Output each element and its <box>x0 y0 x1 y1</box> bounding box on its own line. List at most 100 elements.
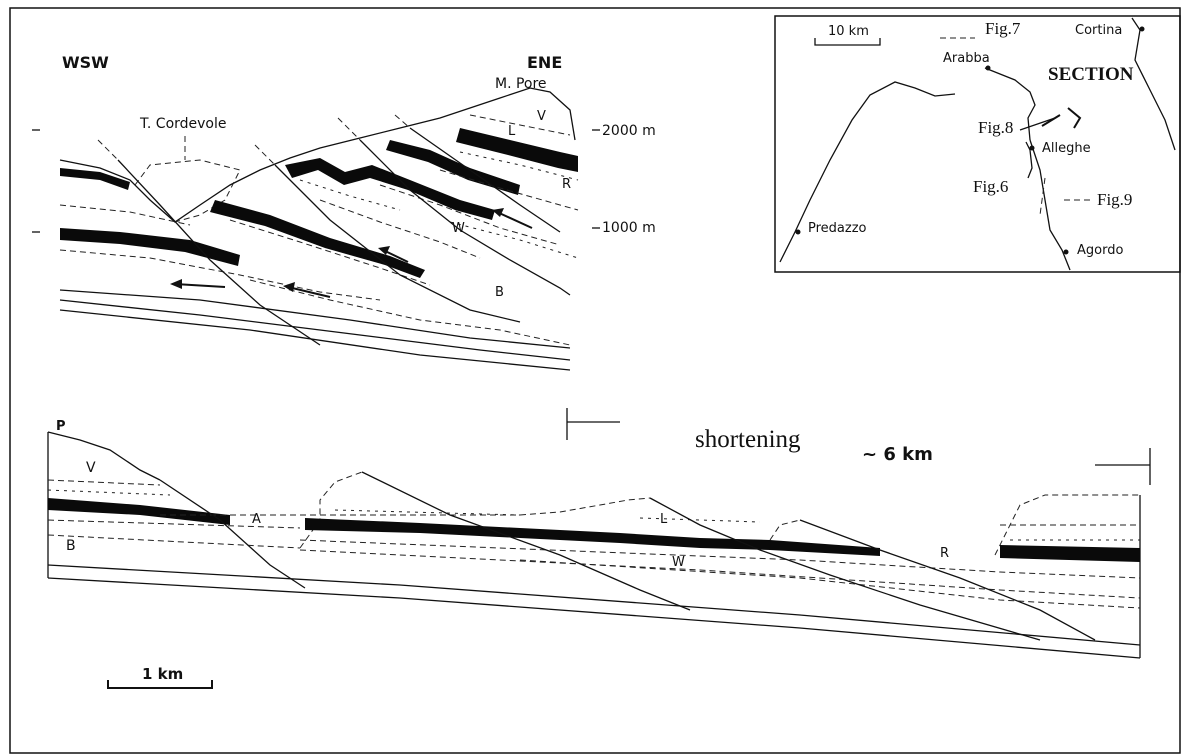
lower-strata-2 <box>47 489 171 496</box>
valley-fill-outline <box>134 159 241 223</box>
strata-6 <box>439 169 579 211</box>
lower-black-2 <box>305 518 770 550</box>
lower-topo-block-3 <box>519 497 651 516</box>
lower-strata-12 <box>47 534 301 549</box>
town-dot-arabba <box>985 65 991 71</box>
black-layer-top-west <box>60 168 130 190</box>
fault-extension-2 <box>254 144 276 166</box>
lower-cross-section: P V A B L W R <box>47 419 1141 659</box>
lower-fault-3 <box>649 497 1041 641</box>
strata-7 <box>469 114 571 136</box>
inset-map: 10 km Cortina Arabba Alleghe Predazzo Ag… <box>774 15 1181 273</box>
direction-wsw: WSW <box>62 53 109 72</box>
thrust-fault-4 <box>409 127 561 233</box>
unit-v-lower: V <box>86 460 96 476</box>
shortening-annotation: shortening ~ 6 km <box>566 408 1151 485</box>
lower-fault-4 <box>799 519 1096 641</box>
lower-topo-block-1 <box>47 431 161 481</box>
fig6-label: Fig.6 <box>973 177 1008 196</box>
fault-extension-3 <box>337 117 361 141</box>
shortening-label: shortening <box>695 426 801 453</box>
peak-label: M. Pore <box>495 76 547 92</box>
basement-line-1 <box>59 299 571 361</box>
town-agordo: Agordo <box>1077 243 1123 258</box>
unit-w-lower: W <box>672 555 685 570</box>
map-valley-west <box>779 81 956 263</box>
lower-black-4 <box>1000 545 1140 562</box>
lower-strata-1 <box>47 479 161 486</box>
scale-10km-label: 10 km <box>828 24 869 39</box>
lower-fault-1 <box>159 479 306 589</box>
town-dot-agordo <box>1063 249 1069 255</box>
slip-arrow-1 <box>170 279 226 289</box>
strata-1 <box>59 204 191 226</box>
scale-1km-label: 1 km <box>142 665 183 683</box>
lower-strata-3 <box>47 519 301 529</box>
lower-strata-7 <box>519 559 1141 609</box>
lower-base-2 <box>47 577 1141 659</box>
unit-v-upper: V <box>537 109 546 124</box>
lower-topo-block-5 <box>994 494 1140 556</box>
slip-arrow-4 <box>492 208 533 229</box>
town-predazzo: Predazzo <box>808 221 867 236</box>
strata-11 <box>299 179 401 211</box>
basal-decollement <box>59 289 571 349</box>
unit-b-lower: B <box>66 538 76 554</box>
scale-bar-1km-line <box>107 680 213 689</box>
shortening-value: ~ 6 km <box>862 444 933 465</box>
black-layer-pore <box>456 128 578 172</box>
unit-w-upper: W <box>452 221 465 236</box>
strata-9 <box>449 221 579 259</box>
lower-strata-6 <box>299 549 1141 599</box>
strata-2 <box>59 249 381 301</box>
black-layer-fold <box>285 158 495 220</box>
valley-label: T. Cordevole <box>139 116 227 132</box>
shortening-left-bracket <box>566 408 620 440</box>
fault-extension-4 <box>394 114 411 129</box>
town-dot-predazzo <box>795 229 801 235</box>
black-layer-west <box>60 228 240 266</box>
slip-arrow-2 <box>283 282 331 298</box>
basement-line-2 <box>59 309 571 371</box>
map-valley-cordevole <box>1029 139 1071 271</box>
fig8-label: Fig.8 <box>978 118 1013 137</box>
lower-topo-block-4 <box>769 519 801 541</box>
section-label: SECTION <box>1048 64 1134 85</box>
thrust-fault-3 <box>359 139 571 296</box>
lower-strata-8 <box>334 509 521 516</box>
figure-frame <box>9 7 1181 754</box>
thrust-fault-1 <box>117 159 321 346</box>
unit-b-upper: B <box>495 285 504 300</box>
unit-r-upper: R <box>562 177 571 192</box>
map-section-line <box>1019 117 1056 131</box>
lower-black-3 <box>770 540 880 556</box>
unit-l-upper: L <box>508 124 516 139</box>
map-valley-north <box>984 67 1036 141</box>
lower-strata-5 <box>299 539 1141 579</box>
map-section-mark <box>1041 107 1082 129</box>
unit-r-lower: R <box>940 546 949 561</box>
strata-4 <box>319 199 481 259</box>
unit-l-lower: L <box>660 512 668 527</box>
fig6-marker <box>1039 177 1046 216</box>
fig7-label: Fig.7 <box>985 19 1021 38</box>
slip-arrow-3 <box>378 246 409 263</box>
elevation-1000: 1000 m <box>602 220 656 236</box>
town-dot-cortina <box>1139 26 1145 32</box>
map-valley-cortina <box>1131 17 1176 151</box>
shortening-right-bracket <box>1095 448 1151 485</box>
lower-base-1 <box>47 564 1141 646</box>
town-alleghe: Alleghe <box>1042 141 1091 156</box>
lower-strata-9 <box>639 517 761 523</box>
town-arabba: Arabba <box>943 51 990 66</box>
upper-topography <box>59 87 576 223</box>
unit-p-lower: P <box>56 419 66 434</box>
fig9-label: Fig.9 <box>1097 190 1132 209</box>
map-alleghe-lake <box>1025 141 1033 179</box>
strata-3 <box>229 219 431 286</box>
scale-bar-10km <box>814 38 881 46</box>
upper-cross-section: WSW ENE M. Pore T. Cordevole 2000 m 1000… <box>32 53 656 371</box>
lower-fault-2 <box>361 471 691 611</box>
strata-8 <box>249 279 571 346</box>
black-layer-center <box>210 200 425 278</box>
